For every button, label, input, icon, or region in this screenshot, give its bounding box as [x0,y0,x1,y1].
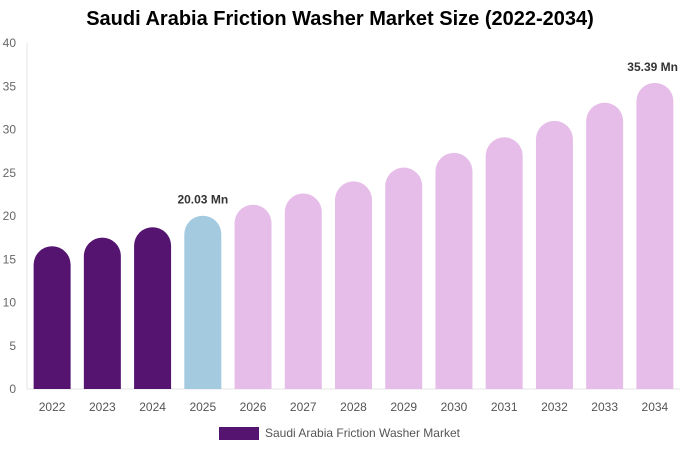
bar [335,181,372,389]
x-tick-label: 2034 [642,400,669,414]
y-tick-label: 0 [9,382,16,396]
x-tick-label: 2023 [89,400,116,414]
chart-title: Saudi Arabia Friction Washer Market Size… [86,8,594,30]
y-tick-label: 15 [3,252,17,266]
legend: Saudi Arabia Friction Washer Market [219,425,460,441]
bar [134,227,172,389]
x-axis: 2022 2023 2024 2025 2026 2027 2028 2029 2030 2031… [27,388,680,414]
legend-swatch [219,426,259,440]
bar [385,167,423,389]
x-tick-label: 2025 [189,400,216,414]
x-tick-label: 2031 [491,400,518,414]
data-label: 35.39 Mn [627,60,678,74]
y-tick-label: 30 [3,123,17,137]
x-tick-label: 2033 [591,400,618,414]
bar [83,237,121,389]
x-tick-label: 2026 [240,400,267,414]
y-tick-label: 5 [9,339,16,353]
bar [435,152,473,389]
x-tick-label: 2022 [39,400,66,414]
x-tick-label: 2032 [541,400,568,414]
bar [586,102,624,389]
y-axis: 0 5 10 15 20 25 30 35 40 [3,36,28,396]
x-tick-label: 2024 [139,400,166,414]
bar [33,246,71,389]
bar [535,120,573,390]
bar [636,82,674,389]
bar [284,193,322,389]
x-tick-label: 2028 [340,400,367,414]
y-tick-label: 25 [3,166,17,180]
legend-label: Saudi Arabia Friction Washer Market [265,426,460,440]
data-label: 20.03 Mn [177,193,228,207]
x-tick-label: 2027 [290,400,317,414]
bars [33,82,674,390]
y-tick-label: 35 [3,79,17,93]
bar [485,137,523,389]
y-tick-label: 20 [3,209,17,223]
bar [234,204,272,389]
data-labels: 20.03 Mn 35.39 Mn [177,60,678,207]
x-tick-label: 2030 [441,400,468,414]
bar [184,215,222,389]
y-tick-label: 40 [3,36,17,50]
x-tick-label: 2029 [390,400,417,414]
y-tick-label: 10 [3,296,17,310]
